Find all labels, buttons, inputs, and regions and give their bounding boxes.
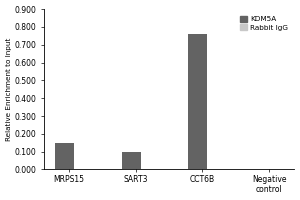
Legend: KDM5A, Rabbit IgG: KDM5A, Rabbit IgG bbox=[237, 13, 291, 34]
Y-axis label: Relative Enrichment to Input: Relative Enrichment to Input bbox=[6, 38, 12, 141]
Bar bbox=[55, 143, 74, 169]
Bar bbox=[122, 152, 140, 169]
Bar bbox=[188, 34, 207, 169]
